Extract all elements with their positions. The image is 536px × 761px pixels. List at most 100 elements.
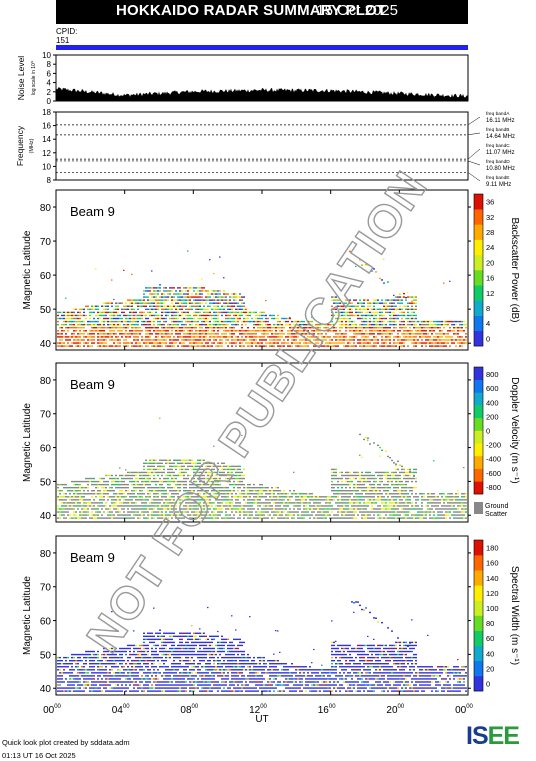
heatmap-cell [195, 465, 197, 468]
heatmap-cell [301, 333, 303, 335]
heatmap-cell [249, 499, 251, 501]
heatmap-cell [103, 323, 105, 326]
heatmap-cell [269, 493, 271, 495]
heatmap-cell [159, 468, 161, 471]
heatmap-cell [267, 499, 269, 501]
heatmap-cell [291, 320, 293, 323]
heatmap-cell [197, 336, 199, 338]
heatmap-cell [381, 345, 383, 347]
heatmap-cell [211, 314, 213, 317]
heatmap-cell [211, 490, 213, 492]
heatmap-cell [291, 333, 293, 335]
heatmap-cell [155, 330, 157, 332]
heatmap-cell [345, 502, 347, 504]
heatmap-cell [173, 299, 175, 301]
heatmap-cell [385, 330, 387, 332]
heatmap-cell [191, 323, 193, 326]
heatmap-cell [269, 345, 271, 347]
heatmap-cell [201, 471, 203, 474]
heatmap-cell [371, 320, 373, 323]
heatmap-cell [153, 317, 155, 320]
heatmap-cell [137, 505, 139, 507]
heatmap-cell [263, 508, 265, 510]
heatmap-cell [209, 296, 211, 298]
heatmap-cell [153, 517, 155, 519]
heatmap-cell [207, 327, 209, 329]
heatmap-cell [367, 305, 369, 307]
heatmap-cell [251, 505, 253, 507]
heatmap-cell [405, 330, 407, 332]
heatmap-cell [87, 490, 89, 492]
heatmap-cell [209, 293, 211, 295]
heatmap-cell [423, 323, 425, 326]
heatmap-cell [237, 490, 239, 492]
heatmap-cell [171, 302, 173, 304]
heatmap-cell [113, 311, 115, 314]
heatmap-cell [363, 517, 365, 519]
heatmap-cell [405, 486, 407, 489]
heatmap-ytick-label: 40 [40, 339, 52, 350]
heatmap-cell [267, 493, 269, 495]
heatmap-cell [85, 502, 87, 504]
heatmap-cell [369, 477, 371, 480]
heatmap-cell [183, 323, 185, 326]
heatmap-cell [377, 517, 379, 519]
heatmap-cell [177, 517, 179, 519]
heatmap-cell [125, 308, 127, 311]
heatmap-cell [209, 302, 211, 304]
heatmap-cell [131, 471, 133, 474]
heatmap-cell [121, 486, 123, 489]
heatmap-cell [225, 333, 227, 335]
heatmap-cell [415, 330, 417, 332]
heatmap-cell [121, 496, 123, 498]
heatmap-cell [269, 342, 271, 344]
heatmap-cell [395, 517, 397, 519]
heatmap-cell [61, 483, 63, 486]
heatmap-cell [397, 296, 399, 298]
heatmap-cell [117, 511, 119, 513]
heatmap-cell [113, 514, 115, 516]
heatmap-cell [359, 323, 361, 326]
heatmap-cell [239, 330, 241, 332]
heatmap-cell [215, 493, 217, 495]
heatmap-cell [277, 327, 279, 329]
heatmap-cell [355, 345, 357, 347]
heatmap-cell [167, 314, 169, 317]
heatmap-cell [363, 514, 365, 516]
heatmap-cell [115, 345, 117, 347]
heatmap-cell [185, 287, 187, 289]
heatmap-cell [343, 336, 345, 338]
heatmap-cell [159, 483, 161, 486]
heatmap-cell [307, 514, 309, 516]
heatmap-cell [263, 517, 265, 519]
heatmap-cell [135, 323, 137, 326]
heatmap-cell [109, 323, 111, 326]
heatmap-cell [367, 314, 369, 317]
heatmap-cell [315, 496, 317, 498]
heatmap-cell [353, 496, 355, 498]
heatmap-cell [407, 305, 409, 307]
heatmap-cell [197, 342, 199, 344]
heatmap-cell [225, 490, 227, 492]
heatmap-cell [269, 339, 271, 341]
heatmap-cell [407, 323, 409, 326]
heatmap-cell [199, 490, 201, 492]
heatmap-cell [321, 514, 323, 516]
heatmap-cell [193, 480, 195, 483]
heatmap-cell [275, 323, 277, 326]
heatmap-cell [211, 290, 213, 292]
heatmap-cell [261, 342, 263, 344]
heatmap-cell [359, 311, 361, 314]
heatmap-cell [77, 345, 79, 347]
heatmap-cell [137, 480, 139, 483]
heatmap-cell [167, 483, 169, 486]
heatmap-cell [215, 339, 217, 341]
heatmap-cell [77, 483, 79, 486]
heatmap-cell [83, 493, 85, 495]
heatmap-cell [461, 327, 463, 329]
heatmap-cell [75, 511, 77, 513]
heatmap-cell [197, 296, 199, 298]
heatmap-cell [253, 336, 255, 338]
heatmap-cell [123, 496, 125, 498]
heatmap-cell [347, 502, 349, 504]
